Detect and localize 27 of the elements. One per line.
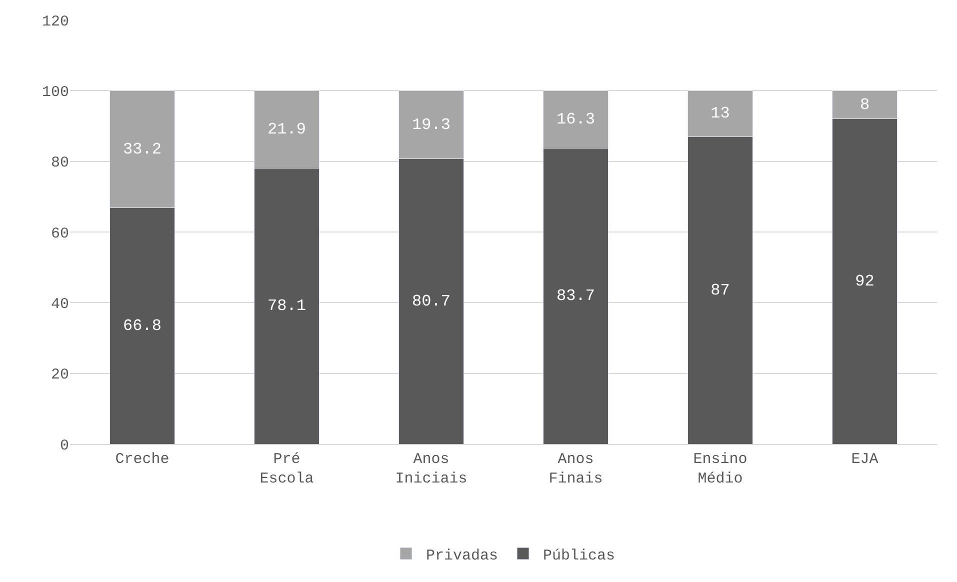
data-label: 80.7 <box>412 292 450 310</box>
legend-label: Privadas <box>426 547 498 564</box>
x-tick-label: Anos Finais <box>548 451 603 488</box>
data-label: 33.2 <box>123 140 162 158</box>
x-tick-label: EJA <box>851 451 878 468</box>
data-label: 19.3 <box>412 116 450 134</box>
data-label: 8 <box>860 96 870 114</box>
data-label: 66.8 <box>123 316 162 335</box>
y-tick-label: 0 <box>60 437 69 454</box>
x-tick-label: Pré Escola <box>260 451 314 488</box>
data-label: 16.3 <box>556 110 595 128</box>
data-label: 13 <box>710 104 730 123</box>
data-label: 21.9 <box>268 120 306 138</box>
x-tick-label: Anos Iniciais <box>395 451 468 488</box>
x-tick-label: Creche <box>115 451 170 468</box>
data-label: 78.1 <box>268 297 306 316</box>
x-tick-label: Ensino Médio <box>693 451 748 488</box>
y-tick-label: 20 <box>50 366 69 384</box>
y-tick-label: 80 <box>50 154 69 172</box>
y-tick-label: 40 <box>50 296 69 313</box>
data-label: 87 <box>710 281 730 300</box>
data-label: 83.7 <box>556 287 595 306</box>
y-tick-label: 120 <box>42 13 69 30</box>
y-tick-label: 100 <box>42 84 69 101</box>
y-tick-label: 60 <box>50 225 69 242</box>
legend-label: Públicas <box>543 547 616 564</box>
data-label: 92 <box>855 272 874 290</box>
